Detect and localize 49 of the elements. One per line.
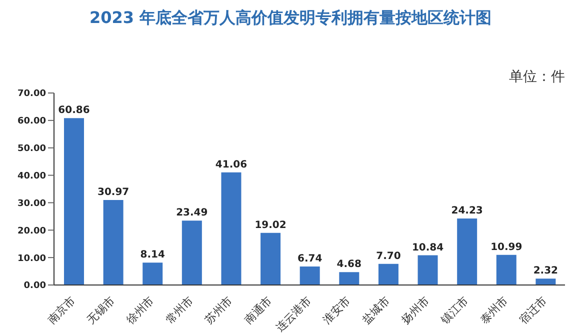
y-tick-label: 20.00 (18, 226, 46, 236)
x-tick-label: 镇江市 (438, 294, 471, 328)
chart-title: 2023 年底全省万人高价值发明专利拥有量按地区统计图 (88, 8, 493, 29)
data-label: 10.99 (490, 242, 522, 253)
y-tick-label: 10.00 (18, 254, 46, 264)
bar (142, 262, 163, 285)
bar (221, 172, 242, 285)
bar (536, 278, 556, 285)
bar (103, 200, 124, 285)
x-tick-label: 南京市 (45, 294, 78, 327)
data-label: 7.70 (376, 250, 401, 262)
data-label: 23.49 (176, 208, 208, 219)
x-tick-label: 苏州市 (202, 294, 236, 327)
bar (64, 118, 84, 285)
x-tick-label: 淮安市 (320, 294, 354, 327)
data-label: 60.86 (58, 105, 90, 116)
bar (418, 255, 438, 285)
x-tick-label: 扬州市 (399, 294, 432, 327)
data-label: 2.32 (533, 266, 558, 277)
data-label: 10.84 (412, 242, 444, 254)
bar (457, 218, 478, 285)
bar (496, 254, 516, 285)
x-tick-label: 宿迁市 (517, 294, 550, 327)
bar (300, 266, 320, 285)
x-tick-label: 徐州市 (124, 294, 157, 327)
y-tick-label: 50.00 (18, 144, 46, 154)
data-label: 19.02 (254, 220, 286, 231)
x-tick-label: 泰州市 (478, 294, 510, 327)
data-label: 41.06 (215, 159, 248, 170)
bar (378, 264, 398, 285)
y-tick-label: 70.00 (18, 89, 46, 100)
data-label: 30.97 (97, 187, 130, 198)
y-tick-label: 60.00 (18, 116, 46, 127)
text: 单位：件 (509, 68, 565, 86)
bar (182, 220, 202, 285)
y-tick-label: 0.00 (24, 281, 46, 292)
data-label: 24.23 (451, 206, 483, 217)
x-tick-label: 南通市 (242, 294, 274, 327)
x-tick-label: 盐城市 (360, 294, 392, 327)
data-label: 8.14 (140, 250, 165, 261)
data-label: 4.68 (336, 259, 362, 270)
bar (339, 272, 360, 285)
bar (260, 232, 281, 285)
data-label: 6.74 (298, 254, 322, 265)
y-tick-label: 30.00 (18, 198, 46, 209)
x-tick-label: 无锡市 (84, 294, 118, 327)
x-tick-label: 连云港市 (273, 294, 314, 334)
y-tick-label: 40.00 (18, 171, 46, 182)
x-tick-label: 常州市 (163, 294, 196, 327)
